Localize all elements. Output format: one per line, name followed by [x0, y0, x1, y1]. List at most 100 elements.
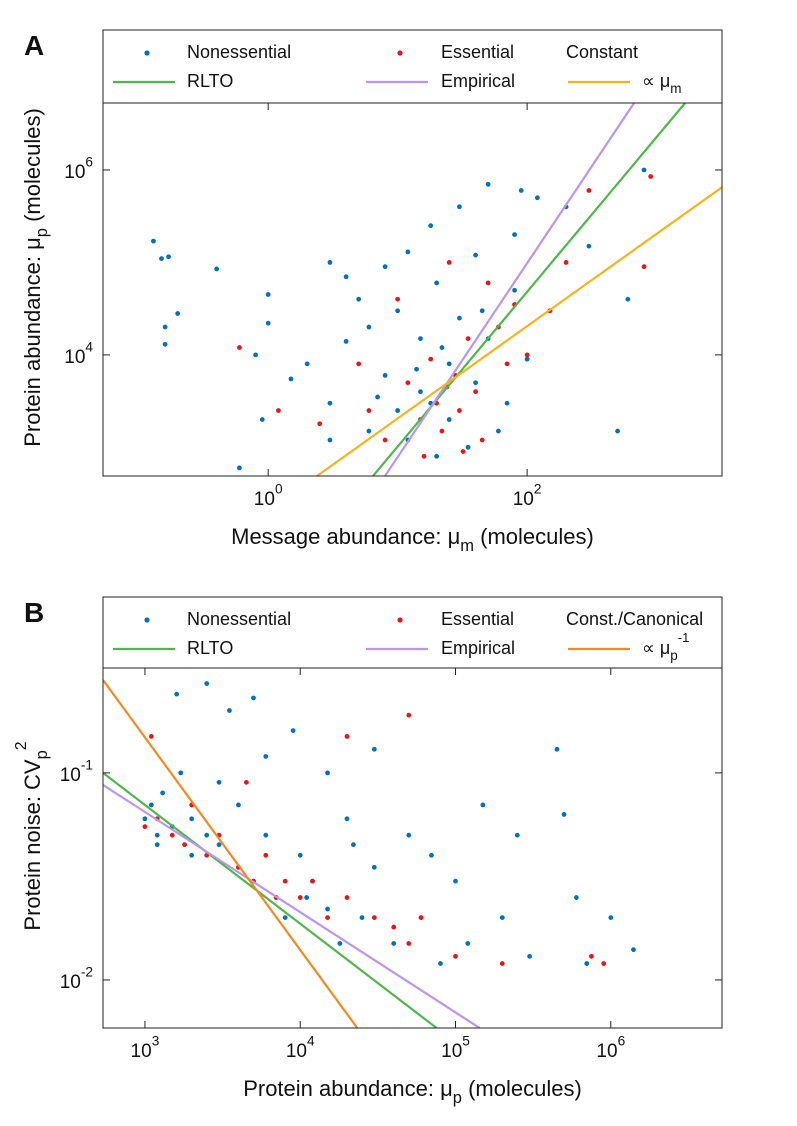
- data-point: [162, 341, 168, 347]
- data-point: [310, 878, 315, 884]
- legend-label: Nonessential: [187, 609, 291, 629]
- data-point: [589, 953, 594, 959]
- data-point: [512, 287, 517, 293]
- legend-swatch: [144, 617, 150, 623]
- data-point: [434, 280, 440, 286]
- data-point: [297, 895, 303, 900]
- data-point: [253, 352, 259, 358]
- data-point: [586, 243, 592, 249]
- data-point: [414, 366, 419, 372]
- data-point: [204, 832, 210, 838]
- data-point: [561, 812, 567, 817]
- data-point: [142, 816, 148, 822]
- data-point: [304, 361, 310, 367]
- data-point: [382, 264, 388, 270]
- data-point: [327, 437, 333, 443]
- plot-background: [103, 103, 722, 476]
- y-tick-label: 10-2: [60, 964, 93, 993]
- data-point: [174, 691, 180, 697]
- data-point: [428, 356, 434, 362]
- legend-label: ∝ μp-1: [642, 631, 689, 663]
- data-point: [485, 280, 491, 286]
- data-point: [371, 915, 377, 921]
- data-point: [418, 389, 423, 395]
- data-point: [608, 915, 614, 921]
- data-point: [178, 770, 184, 776]
- x-tick-label: 104: [286, 1033, 315, 1062]
- data-point: [366, 408, 372, 413]
- data-point: [434, 453, 440, 459]
- data-point: [405, 380, 411, 386]
- data-point: [586, 188, 592, 193]
- data-point: [162, 324, 168, 330]
- data-point: [563, 260, 569, 265]
- data-point: [151, 238, 156, 244]
- data-point: [439, 428, 445, 434]
- data-point: [439, 345, 445, 350]
- data-point: [446, 260, 452, 265]
- data-point: [418, 915, 424, 921]
- data-point: [524, 352, 530, 358]
- data-point: [534, 195, 540, 201]
- data-point: [148, 802, 154, 808]
- data-point: [142, 824, 148, 830]
- data-point: [518, 188, 524, 193]
- y-axis-label: Protein noise: CVp2: [13, 741, 51, 930]
- data-point: [371, 746, 377, 752]
- data-point: [237, 345, 242, 350]
- data-point: [457, 408, 462, 413]
- data-point: [263, 852, 269, 858]
- plot-frame: [102, 667, 723, 1029]
- data-point: [227, 708, 232, 713]
- legend-label: RLTO: [187, 638, 233, 658]
- data-point: [282, 915, 288, 921]
- data-point: [343, 274, 349, 280]
- data-point: [406, 832, 412, 838]
- data-point: [406, 941, 412, 946]
- data-point: [395, 408, 401, 413]
- legend-label: Empirical: [441, 71, 515, 91]
- data-point: [504, 400, 510, 406]
- data-point: [631, 947, 636, 953]
- data-point: [356, 296, 362, 302]
- data-point: [485, 181, 491, 187]
- data-point: [189, 816, 195, 822]
- data-point: [325, 915, 330, 921]
- plot-area: [151, 103, 722, 476]
- data-point: [182, 842, 187, 848]
- legend-label: ∝ μm: [642, 71, 681, 96]
- data-point: [391, 924, 397, 930]
- legend-label: Const./Canonical: [566, 609, 703, 629]
- data-point: [154, 842, 160, 848]
- data-point: [421, 453, 427, 459]
- data-point: [465, 336, 471, 342]
- data-point: [615, 428, 621, 434]
- data-point: [276, 408, 281, 413]
- data-point: [479, 437, 485, 443]
- plot-area: [103, 679, 636, 1028]
- data-point: [584, 961, 590, 966]
- data-point: [504, 361, 510, 367]
- legend-label: Nonessential: [187, 42, 291, 62]
- data-point: [446, 417, 452, 422]
- data-point: [325, 906, 330, 912]
- data-point: [148, 734, 154, 739]
- data-point: [524, 356, 530, 362]
- data-point: [499, 915, 505, 921]
- data-point: [159, 256, 164, 262]
- data-point: [265, 320, 271, 326]
- data-point: [641, 167, 647, 173]
- data-point: [473, 389, 478, 395]
- x-axis-label: Protein abundance: μp (molecules): [243, 1076, 582, 1107]
- fit-line: [372, 103, 686, 476]
- data-point: [418, 336, 423, 342]
- legend-label: Constant: [566, 42, 638, 62]
- data-point: [343, 338, 349, 344]
- plot-background: [103, 668, 722, 1028]
- data-point: [297, 852, 303, 858]
- data-point: [175, 311, 181, 316]
- data-point: [351, 842, 356, 848]
- data-point: [160, 790, 166, 796]
- data-point: [189, 852, 195, 858]
- data-point: [573, 895, 579, 900]
